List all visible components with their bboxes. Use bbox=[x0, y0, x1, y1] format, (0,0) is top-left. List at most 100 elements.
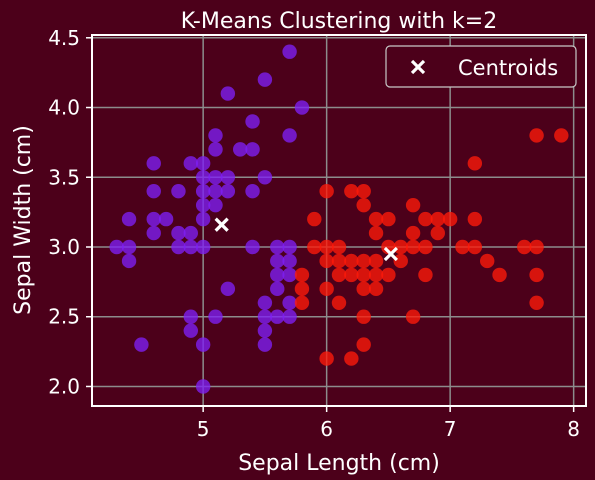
cluster-0-point bbox=[282, 239, 297, 255]
cluster-1-point bbox=[381, 211, 396, 227]
cluster-0-point bbox=[257, 295, 273, 310]
cluster-0-point bbox=[121, 239, 137, 255]
cluster-1-point bbox=[368, 267, 384, 283]
cluster-1-point bbox=[418, 211, 433, 227]
legend-centroid-marker bbox=[410, 59, 426, 75]
y-tick-label: 2.5 bbox=[48, 305, 80, 329]
plot-frame bbox=[91, 34, 587, 407]
cluster-0-point bbox=[208, 184, 223, 199]
cluster-0-point bbox=[195, 197, 211, 213]
cluster-0-point bbox=[183, 309, 198, 324]
cluster-1-point bbox=[356, 184, 371, 199]
x-axis-label: Sepal Length (cm) bbox=[238, 451, 440, 476]
cluster-0-point bbox=[195, 379, 211, 394]
cluster-1-point bbox=[442, 211, 458, 227]
cluster-0-point bbox=[220, 184, 236, 199]
cluster-1-point bbox=[331, 295, 347, 310]
cluster-1-point bbox=[529, 239, 544, 255]
cluster-1-point bbox=[356, 281, 371, 297]
cluster-1-point bbox=[319, 239, 334, 255]
cluster-0-point bbox=[282, 44, 297, 59]
cluster-0-point bbox=[257, 72, 273, 87]
cluster-0-point bbox=[282, 309, 297, 324]
centroid-markers bbox=[214, 217, 399, 262]
cluster-1-point bbox=[344, 184, 359, 199]
cluster-1-point bbox=[529, 128, 544, 143]
cluster-0-point bbox=[146, 156, 161, 171]
cluster-0-point bbox=[171, 225, 186, 241]
cluster-1-point bbox=[368, 225, 384, 241]
legend: Centroids bbox=[385, 45, 577, 88]
cluster-1-point bbox=[455, 239, 470, 255]
cluster-0-point bbox=[183, 323, 198, 338]
cluster-0-point bbox=[195, 211, 211, 227]
cluster-0-point bbox=[270, 309, 285, 324]
centroid-marker bbox=[214, 217, 229, 232]
cluster-0-point bbox=[208, 170, 223, 185]
cluster-1-point bbox=[405, 309, 421, 324]
cluster-1-point bbox=[430, 211, 445, 227]
cluster-1-point bbox=[356, 253, 371, 269]
cluster-1-point bbox=[331, 267, 347, 283]
cluster-1-point bbox=[368, 211, 384, 227]
cluster-0-point bbox=[270, 281, 285, 297]
y-axis-label: Sepal Width (cm) bbox=[11, 125, 36, 315]
cluster-1-point bbox=[467, 211, 483, 227]
cluster-1-point bbox=[307, 239, 322, 255]
cluster-0-point bbox=[282, 267, 297, 283]
cluster-0-point bbox=[245, 142, 260, 157]
cluster-0-point bbox=[294, 100, 310, 115]
y-tick-label: 4.5 bbox=[48, 26, 80, 50]
cluster-0-point bbox=[208, 197, 223, 213]
cluster-0-point bbox=[121, 211, 137, 227]
cluster-0-point bbox=[282, 128, 297, 143]
cluster-1-point bbox=[467, 156, 483, 171]
cluster-0-point bbox=[270, 267, 285, 283]
cluster-1-point bbox=[405, 239, 421, 255]
cluster-0-point bbox=[233, 142, 248, 157]
cluster-1-point bbox=[405, 225, 421, 241]
cluster-0-point bbox=[282, 295, 297, 310]
cluster-0-point bbox=[257, 323, 273, 338]
cluster-0-point bbox=[195, 170, 211, 185]
cluster-1-point bbox=[529, 267, 544, 283]
cluster-0-point bbox=[257, 337, 273, 352]
centroid-marker bbox=[383, 246, 399, 262]
cluster-0-point bbox=[220, 281, 236, 297]
cluster-1-point bbox=[393, 239, 408, 255]
cluster-1-point bbox=[467, 239, 483, 255]
cluster-0-point bbox=[171, 184, 186, 199]
legend-box bbox=[385, 45, 577, 88]
cluster-1-point bbox=[381, 267, 396, 283]
cluster-1-point bbox=[344, 253, 359, 269]
cluster-0-point bbox=[220, 170, 236, 185]
cluster-0-point bbox=[134, 337, 149, 352]
cluster-1-point bbox=[356, 267, 371, 283]
cluster-1-point bbox=[529, 295, 544, 310]
cluster-0-point bbox=[146, 184, 161, 199]
cluster-1-point bbox=[368, 253, 384, 269]
cluster-1-point bbox=[418, 239, 433, 255]
y-tick-label: 3.5 bbox=[48, 165, 80, 189]
cluster-0-point bbox=[195, 184, 211, 199]
cluster-1-point bbox=[356, 337, 371, 352]
y-tick-label: 2.0 bbox=[48, 374, 80, 398]
cluster-0-point bbox=[171, 239, 186, 255]
cluster-0-point bbox=[195, 337, 211, 352]
cluster-1-point bbox=[368, 281, 384, 297]
cluster-0-point bbox=[282, 253, 297, 269]
cluster-1-point bbox=[554, 128, 569, 143]
cluster-0-point bbox=[257, 170, 273, 185]
cluster-0-point bbox=[270, 253, 285, 269]
cluster-0-point bbox=[158, 211, 174, 227]
chart-title: K-Means Clustering with k=2 bbox=[181, 9, 497, 34]
cluster-0-point bbox=[183, 156, 198, 171]
y-tick-label: 4.0 bbox=[48, 96, 80, 120]
data-points bbox=[109, 44, 569, 394]
cluster-1-point bbox=[307, 211, 322, 227]
cluster-0-point bbox=[146, 225, 161, 241]
cluster-0-point bbox=[121, 253, 137, 269]
cluster-1-point bbox=[319, 351, 334, 366]
cluster-1-point bbox=[480, 253, 495, 269]
cluster-0-point bbox=[146, 211, 161, 227]
